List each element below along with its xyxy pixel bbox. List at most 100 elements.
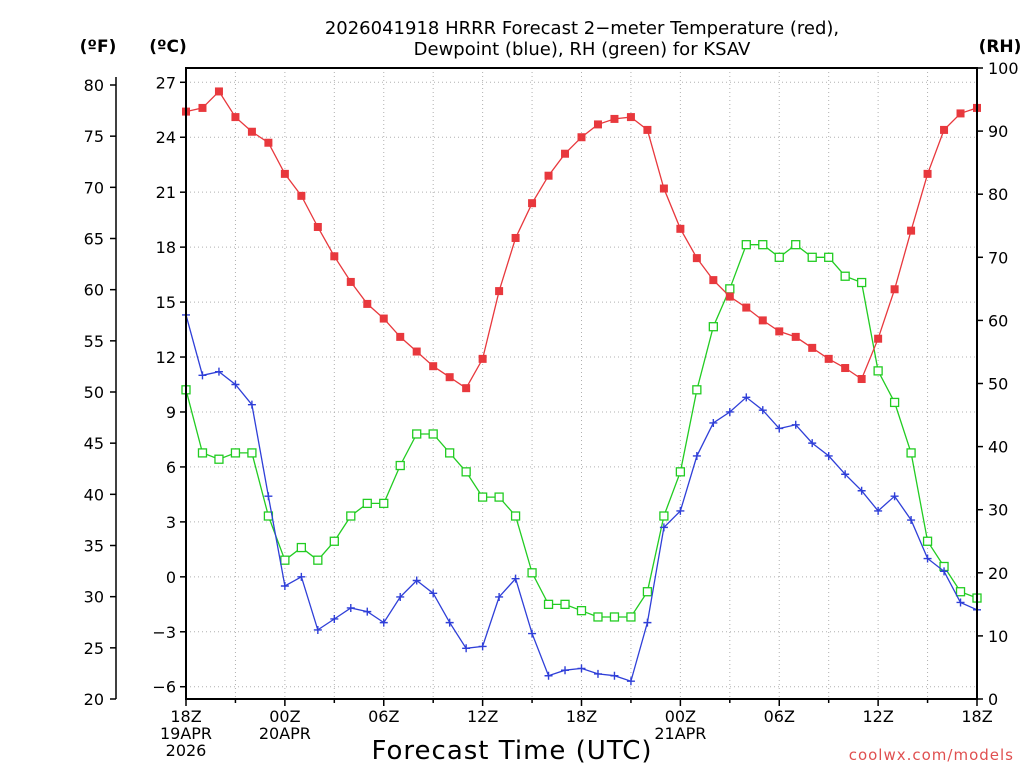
rh-point (873, 366, 883, 376)
temperature-point (610, 114, 619, 123)
fahrenheit-tick-label: 50 (84, 383, 104, 402)
celsius-tick-label: 21 (156, 183, 176, 202)
rh-tick-label: 0 (988, 690, 998, 709)
temperature-point (643, 125, 652, 134)
dewpoint-point (429, 589, 438, 598)
rh-tick-label: 60 (988, 311, 1008, 330)
temperature-point (593, 120, 602, 129)
rh-tick-label: 70 (988, 248, 1008, 267)
rh-point (725, 284, 735, 294)
temperature-point (544, 171, 553, 180)
rh-point (527, 568, 537, 578)
temperature-point (396, 332, 405, 341)
dewpoint-point (396, 592, 405, 601)
temperature-point (692, 254, 701, 263)
celsius-tick-label: 6 (166, 458, 176, 477)
fahrenheit-tick-label: 30 (84, 588, 104, 607)
time-tick-label: 00Z (665, 707, 696, 726)
dewpoint-point (659, 523, 668, 532)
fahrenheit-tick-label: 80 (84, 76, 104, 95)
celsius-axis: −6 −3 0 3 6 9 12 15 18 21 24 27 (152, 73, 186, 697)
rh-tick-label: 80 (988, 185, 1008, 204)
temperature-point (445, 373, 454, 382)
dewpoint-point (907, 516, 916, 525)
series-layer (181, 87, 982, 686)
rh-point (560, 599, 570, 609)
time-tick-label: 12Z (862, 707, 893, 726)
dewpoint-point (890, 492, 899, 501)
temperature-point (808, 343, 817, 352)
dewpoint-point (412, 576, 421, 585)
temperature-point (577, 133, 586, 142)
temperature-point (561, 149, 570, 158)
dewpoint-point (280, 581, 289, 590)
rh-point (395, 460, 405, 471)
time-tick-label: 00Z (269, 707, 300, 726)
rh-point (593, 612, 603, 622)
fahrenheit-tick-label: 55 (84, 332, 104, 351)
dewpoint-point (330, 614, 339, 623)
rh-point (824, 252, 834, 262)
temperature-point (247, 127, 256, 136)
rh-point (659, 511, 669, 521)
rh-unit-label: (RH) (979, 37, 1022, 57)
temperature-point (923, 169, 932, 178)
fahrenheit-tick-label: 20 (84, 690, 104, 709)
rh-point (362, 498, 372, 509)
fahrenheit-tick-label: 60 (84, 281, 104, 300)
celsius-tick-label: 18 (156, 238, 176, 257)
fahrenheit-tick-label: 65 (84, 230, 104, 249)
dewpoint-point (231, 380, 240, 389)
dewpoint-point (940, 567, 949, 576)
dewpoint-point (577, 664, 586, 673)
fahrenheit-tick-label: 45 (84, 434, 104, 453)
rh-point (955, 587, 966, 597)
rh-point (889, 397, 900, 408)
rh-point (428, 429, 438, 439)
time-tick-label: 19APR (160, 724, 212, 743)
dewpoint-point (561, 666, 570, 675)
celsius-tick-label: 0 (166, 568, 176, 587)
temperature-point (346, 277, 355, 286)
temperature-point (462, 384, 471, 393)
celsius-tick-label: 12 (156, 348, 176, 367)
temperature-point (478, 354, 487, 363)
temperature-point (775, 327, 784, 336)
temperature-point (313, 222, 322, 231)
temperature-point (824, 354, 833, 363)
rh-point (642, 587, 653, 597)
rh-point (807, 252, 817, 262)
temperature-point (940, 125, 949, 134)
rh-point (247, 448, 257, 458)
rh-series (181, 240, 982, 622)
temperature-point (907, 226, 916, 235)
temperature-point (198, 103, 207, 112)
temperature-point (429, 362, 438, 371)
temperature-point (264, 138, 273, 147)
celsius-tick-label: 24 (156, 128, 176, 147)
celsius-tick-label: 9 (166, 403, 176, 422)
rh-point (576, 606, 587, 616)
rh-point (840, 271, 850, 281)
temperature-point (379, 314, 388, 323)
dewpoint-point (346, 603, 355, 612)
rh-point (774, 252, 784, 262)
time-tick-label: 2026 (166, 741, 207, 760)
rh-point (461, 467, 471, 477)
dewpoint-point (725, 407, 734, 416)
time-tick-label: 06Z (764, 707, 795, 726)
dewpoint-point (297, 572, 306, 581)
celsius-tick-label: 15 (156, 293, 176, 312)
dewpoint-point (923, 554, 932, 563)
temperature-point (412, 347, 421, 356)
rh-point (708, 322, 718, 332)
fahrenheit-tick-label: 25 (84, 639, 104, 658)
temperature-point (330, 252, 339, 261)
rh-point (214, 454, 224, 464)
rh-tick-label: 100 (988, 59, 1019, 78)
time-tick-label: 06Z (368, 707, 399, 726)
celsius-tick-label: −6 (152, 678, 176, 697)
dewpoint-point (198, 371, 207, 380)
